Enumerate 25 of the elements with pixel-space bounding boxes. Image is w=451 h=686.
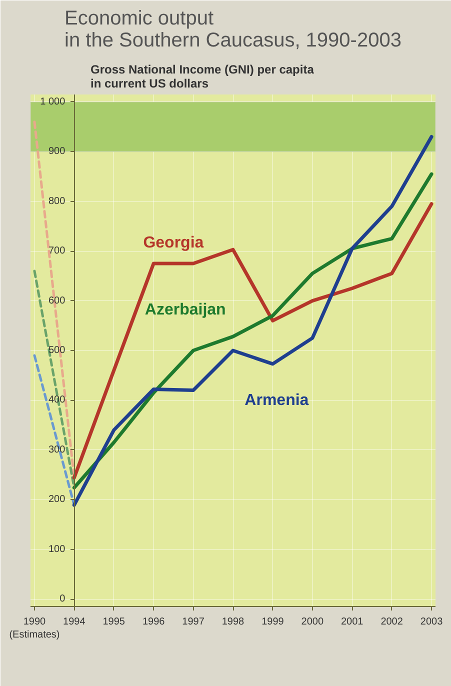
x-tick-label: 1999 (262, 616, 284, 628)
x-tick-label: 1995 (102, 616, 126, 628)
y-tick-label: 0 (60, 594, 66, 605)
x-tick-label: 1996 (142, 616, 166, 628)
x-tick-label: 2001 (340, 616, 364, 628)
y-axis-title: Gross National Income (GNI) per capita in current US dollars (90, 62, 314, 90)
text: Armenia (244, 392, 309, 409)
chart-title: Economic output in the Southern Caucasus, 1990-2003 (64, 8, 402, 52)
y-tick-label: 700 (48, 246, 66, 257)
x-tick-label: 2003 (420, 616, 444, 628)
y-tick-label: 100 (48, 544, 66, 555)
x-tick-label: 1997 (182, 616, 205, 628)
series-label: Azerbaijan (144, 302, 226, 318)
x-tick-label: 1998 (222, 616, 245, 628)
y-tick-label: 200 (48, 494, 66, 506)
series-label: Georgia (143, 234, 204, 252)
y-tick-label: 900 (48, 146, 66, 158)
y-tick-label: 800 (48, 196, 66, 207)
x-tick-label: 1990 (Estimates) (9, 616, 60, 641)
x-tick-label: 2000 (301, 616, 324, 628)
y-tick-label: 300 (48, 444, 66, 456)
x-tick-label: 2002 (380, 616, 404, 628)
y-tick-label: 600 (48, 295, 66, 306)
y-tick-label: 1 000 (40, 96, 66, 108)
x-tick-label: 1994 (63, 616, 86, 628)
